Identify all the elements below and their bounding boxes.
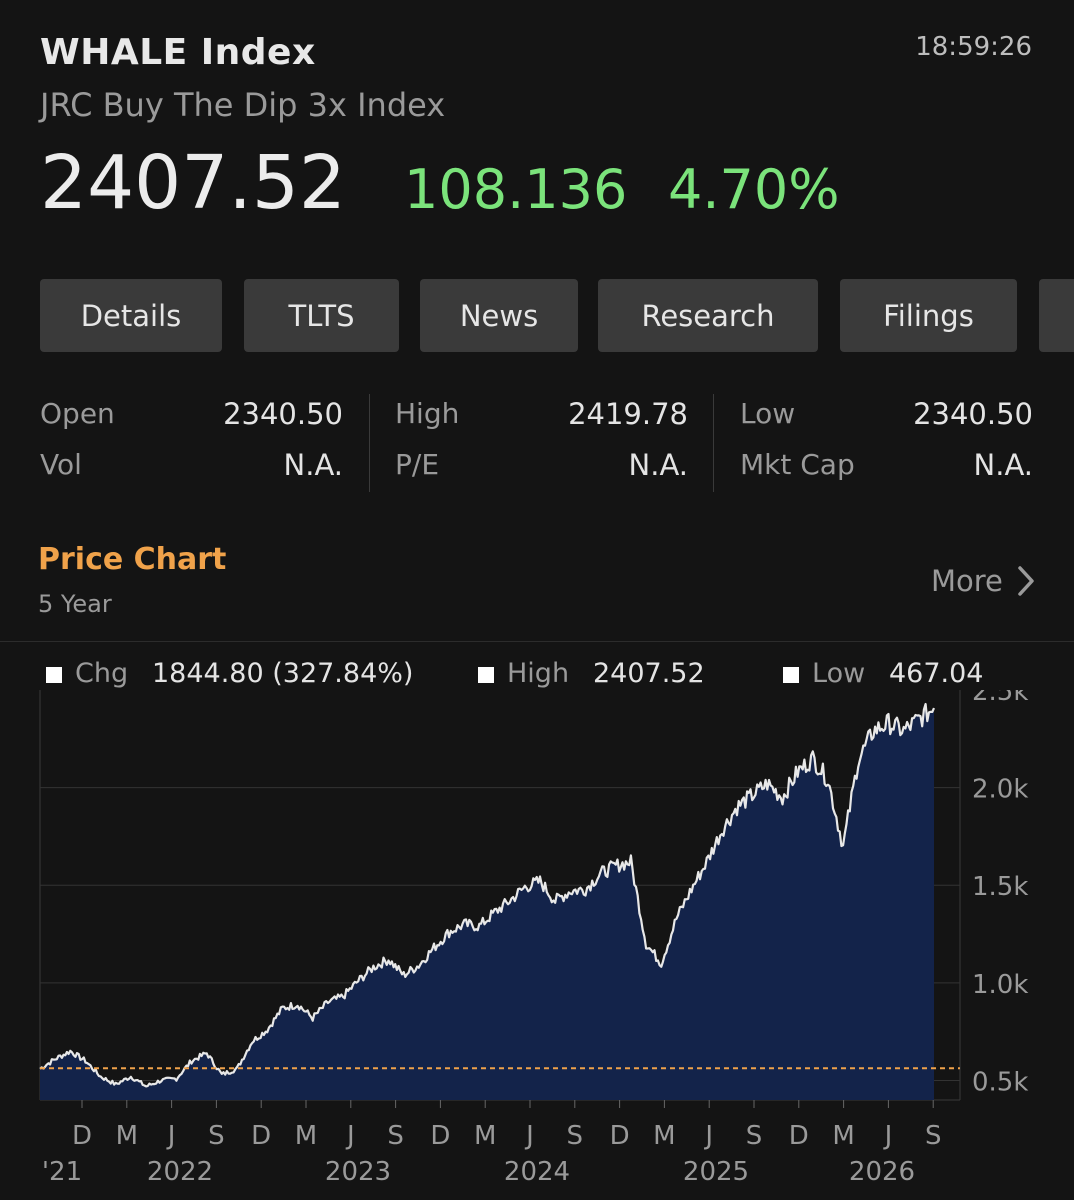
legend-chg-label: Chg — [75, 658, 129, 689]
tab-details[interactable]: Details — [40, 279, 222, 352]
legend-swatch — [783, 667, 799, 683]
vol-value: N.A. — [283, 448, 343, 482]
tab-filings[interactable]: Filings — [840, 279, 1017, 352]
price-change: 108.136 — [404, 158, 628, 221]
legend-high-value: 2407.52 — [593, 658, 705, 689]
high-label: High — [395, 397, 460, 430]
chevron-right-icon[interactable] — [1012, 562, 1038, 600]
stats-divider — [713, 394, 714, 492]
x-month-label: M — [653, 1121, 675, 1151]
x-month-label: M — [116, 1121, 138, 1151]
timestamp: 18:59:26 — [915, 32, 1032, 62]
x-month-label: J — [703, 1121, 713, 1151]
y-tick-label: 1.5k — [972, 872, 1028, 902]
low-value: 2340.50 — [913, 397, 1033, 431]
tab-tlts[interactable]: TLTS — [244, 279, 399, 352]
y-tick-label: 2.0k — [972, 775, 1028, 805]
x-month-label: J — [524, 1121, 534, 1151]
x-month-label: D — [610, 1121, 630, 1151]
x-month-label: M — [832, 1121, 854, 1151]
series-line — [39, 702, 936, 1088]
tab-more-partial[interactable] — [1039, 279, 1074, 352]
x-year-label: 2026 — [849, 1157, 915, 1187]
pe-value: N.A. — [628, 448, 688, 482]
mktcap-label: Mkt Cap — [740, 448, 855, 481]
x-month-label: D — [72, 1121, 92, 1151]
tab-news[interactable]: News — [420, 279, 578, 352]
legend-low-label: Low — [812, 658, 866, 689]
y-tick-label: 1.0k — [972, 970, 1028, 1000]
x-month-label: D — [251, 1121, 271, 1151]
area-fill — [40, 704, 934, 1100]
legend-high-label: High — [507, 658, 570, 689]
legend-low-value: 467.04 — [889, 658, 984, 689]
page-title: WHALE Index — [40, 32, 316, 73]
open-value: 2340.50 — [223, 397, 343, 431]
x-year-label: 2023 — [325, 1157, 391, 1187]
last-price: 2407.52 — [40, 140, 347, 226]
x-month-label: D — [789, 1121, 809, 1151]
legend-chg-value: 1844.80 (327.84%) — [152, 658, 414, 689]
legend-swatch — [478, 667, 494, 683]
x-month-label: S — [567, 1121, 584, 1151]
price-change-percent: 4.70% — [668, 158, 840, 221]
y-tick-label: 0.5k — [972, 1067, 1028, 1097]
tab-research[interactable]: Research — [598, 279, 818, 352]
section-title: Price Chart — [38, 542, 227, 577]
x-month-label: S — [208, 1121, 225, 1151]
open-label: Open — [40, 397, 115, 430]
vol-label: Vol — [40, 448, 82, 481]
low-label: Low — [740, 397, 796, 430]
price-chart[interactable]: 2.5k2.0k1.5k1.0k0.5kD M J S D M J S D M J S D M J S D M J S… — [0, 690, 1074, 1200]
legend-swatch — [46, 667, 62, 683]
x-month-label: J — [345, 1121, 355, 1151]
x-year-label: 2025 — [683, 1157, 749, 1187]
mktcap-value: N.A. — [973, 448, 1033, 482]
pe-label: P/E — [395, 448, 440, 481]
y-tick-label: 2.5k — [972, 690, 1028, 707]
x-month-label: S — [925, 1121, 942, 1151]
stats-divider — [369, 394, 370, 492]
x-month-label: M — [295, 1121, 317, 1151]
x-month-label: M — [474, 1121, 496, 1151]
section-divider — [0, 641, 1074, 642]
x-year-label: 2022 — [147, 1157, 213, 1187]
high-value: 2419.78 — [568, 397, 688, 431]
page-subtitle: JRC Buy The Dip 3x Index — [40, 86, 446, 124]
x-month-label: J — [883, 1121, 893, 1151]
x-month-label: S — [746, 1121, 763, 1151]
x-month-label: S — [387, 1121, 404, 1151]
x-year-label: 2024 — [504, 1157, 570, 1187]
more-link[interactable]: More — [931, 564, 1003, 598]
section-period: 5 Year — [38, 590, 112, 618]
x-year-label: '21 — [42, 1157, 82, 1187]
x-month-label: D — [430, 1121, 450, 1151]
x-month-label: J — [166, 1121, 176, 1151]
